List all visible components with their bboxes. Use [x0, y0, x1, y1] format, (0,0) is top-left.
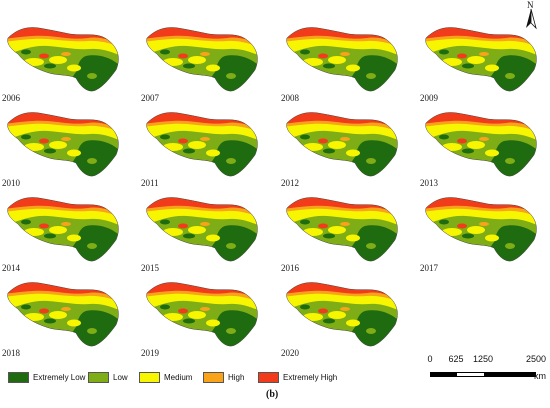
panel-year-label: 2009 — [420, 93, 438, 103]
map-panel: 2014 — [2, 186, 129, 273]
map-graphic — [286, 112, 398, 177]
panel-year-label: 2012 — [281, 178, 299, 188]
north-arrow: N — [516, 0, 546, 30]
map-graphic — [7, 197, 119, 262]
map-panel: 2010 — [2, 101, 129, 188]
map-panel: 2013 — [420, 101, 547, 188]
scale-tick-625: 625 — [448, 354, 464, 364]
map-panel: 2020 — [281, 271, 408, 358]
map-panel: 2012 — [281, 101, 408, 188]
north-arrow-icon — [526, 8, 537, 30]
map-panel: 2009 — [420, 16, 547, 103]
map-panel: 2017 — [420, 186, 547, 273]
map-panel: 2008 — [281, 16, 408, 103]
legend-swatch — [8, 372, 29, 383]
panel-year-label: 2019 — [141, 348, 159, 358]
legend-swatch — [258, 372, 279, 383]
map-graphic — [425, 27, 537, 92]
scale-bar: 0 625 1250 2500 km — [424, 354, 549, 394]
map-graphic — [7, 27, 119, 92]
map-graphic — [286, 197, 398, 262]
legend-item: Low — [88, 372, 128, 383]
north-label: N — [527, 0, 534, 10]
map-panel: 2006 — [2, 16, 129, 103]
map-graphic — [146, 197, 258, 262]
legend-swatch — [139, 372, 160, 383]
legend-item: High — [203, 372, 244, 383]
figure-caption: (b) — [266, 389, 279, 400]
panel-year-label: 2016 — [281, 263, 299, 273]
map-panel: 2016 — [281, 186, 408, 273]
panel-year-label: 2013 — [420, 178, 438, 188]
map-graphic — [425, 197, 537, 262]
map-panel: 2019 — [141, 271, 268, 358]
legend-item: Medium — [139, 372, 192, 383]
legend: Extremely Low Low Medium High Extremely High — [8, 372, 338, 388]
map-panel: 2007 — [141, 16, 268, 103]
legend-label: Medium — [164, 373, 193, 382]
panel-year-label: 2017 — [420, 263, 438, 273]
panel-year-label: 2006 — [2, 93, 20, 103]
legend-label: Extremely Low — [33, 373, 86, 382]
panel-year-label: 2020 — [281, 348, 299, 358]
map-panel: 2015 — [141, 186, 268, 273]
scale-unit: km — [534, 371, 546, 381]
map-graphic — [146, 112, 258, 177]
panel-year-label: 2014 — [2, 263, 20, 273]
map-graphic — [146, 282, 258, 347]
map-graphic — [146, 27, 258, 92]
legend-label: High — [228, 373, 245, 382]
scale-tick-1250: 1250 — [472, 354, 494, 364]
scale-tick-0: 0 — [427, 354, 433, 364]
map-graphic — [286, 27, 398, 92]
legend-label: Extremely High — [283, 373, 338, 382]
map-graphic — [286, 282, 398, 347]
legend-label: Low — [113, 373, 128, 382]
map-graphic — [425, 112, 537, 177]
map-graphic — [7, 112, 119, 177]
scale-bar-graphic — [430, 372, 536, 377]
panel-year-label: 2008 — [281, 93, 299, 103]
legend-item: Extremely Low — [8, 372, 85, 383]
panel-year-label: 2011 — [141, 178, 159, 188]
legend-item: Extremely High — [258, 372, 337, 383]
map-panel: 2018 — [2, 271, 129, 358]
legend-swatch — [88, 372, 109, 383]
scale-tick-2500: 2500 — [525, 354, 547, 364]
panel-year-label: 2010 — [2, 178, 20, 188]
panel-year-label: 2018 — [2, 348, 20, 358]
panel-year-label: 2015 — [141, 263, 159, 273]
map-graphic — [7, 282, 119, 347]
map-panel: 2011 — [141, 101, 268, 188]
panel-year-label: 2007 — [141, 93, 159, 103]
legend-swatch — [203, 372, 224, 383]
